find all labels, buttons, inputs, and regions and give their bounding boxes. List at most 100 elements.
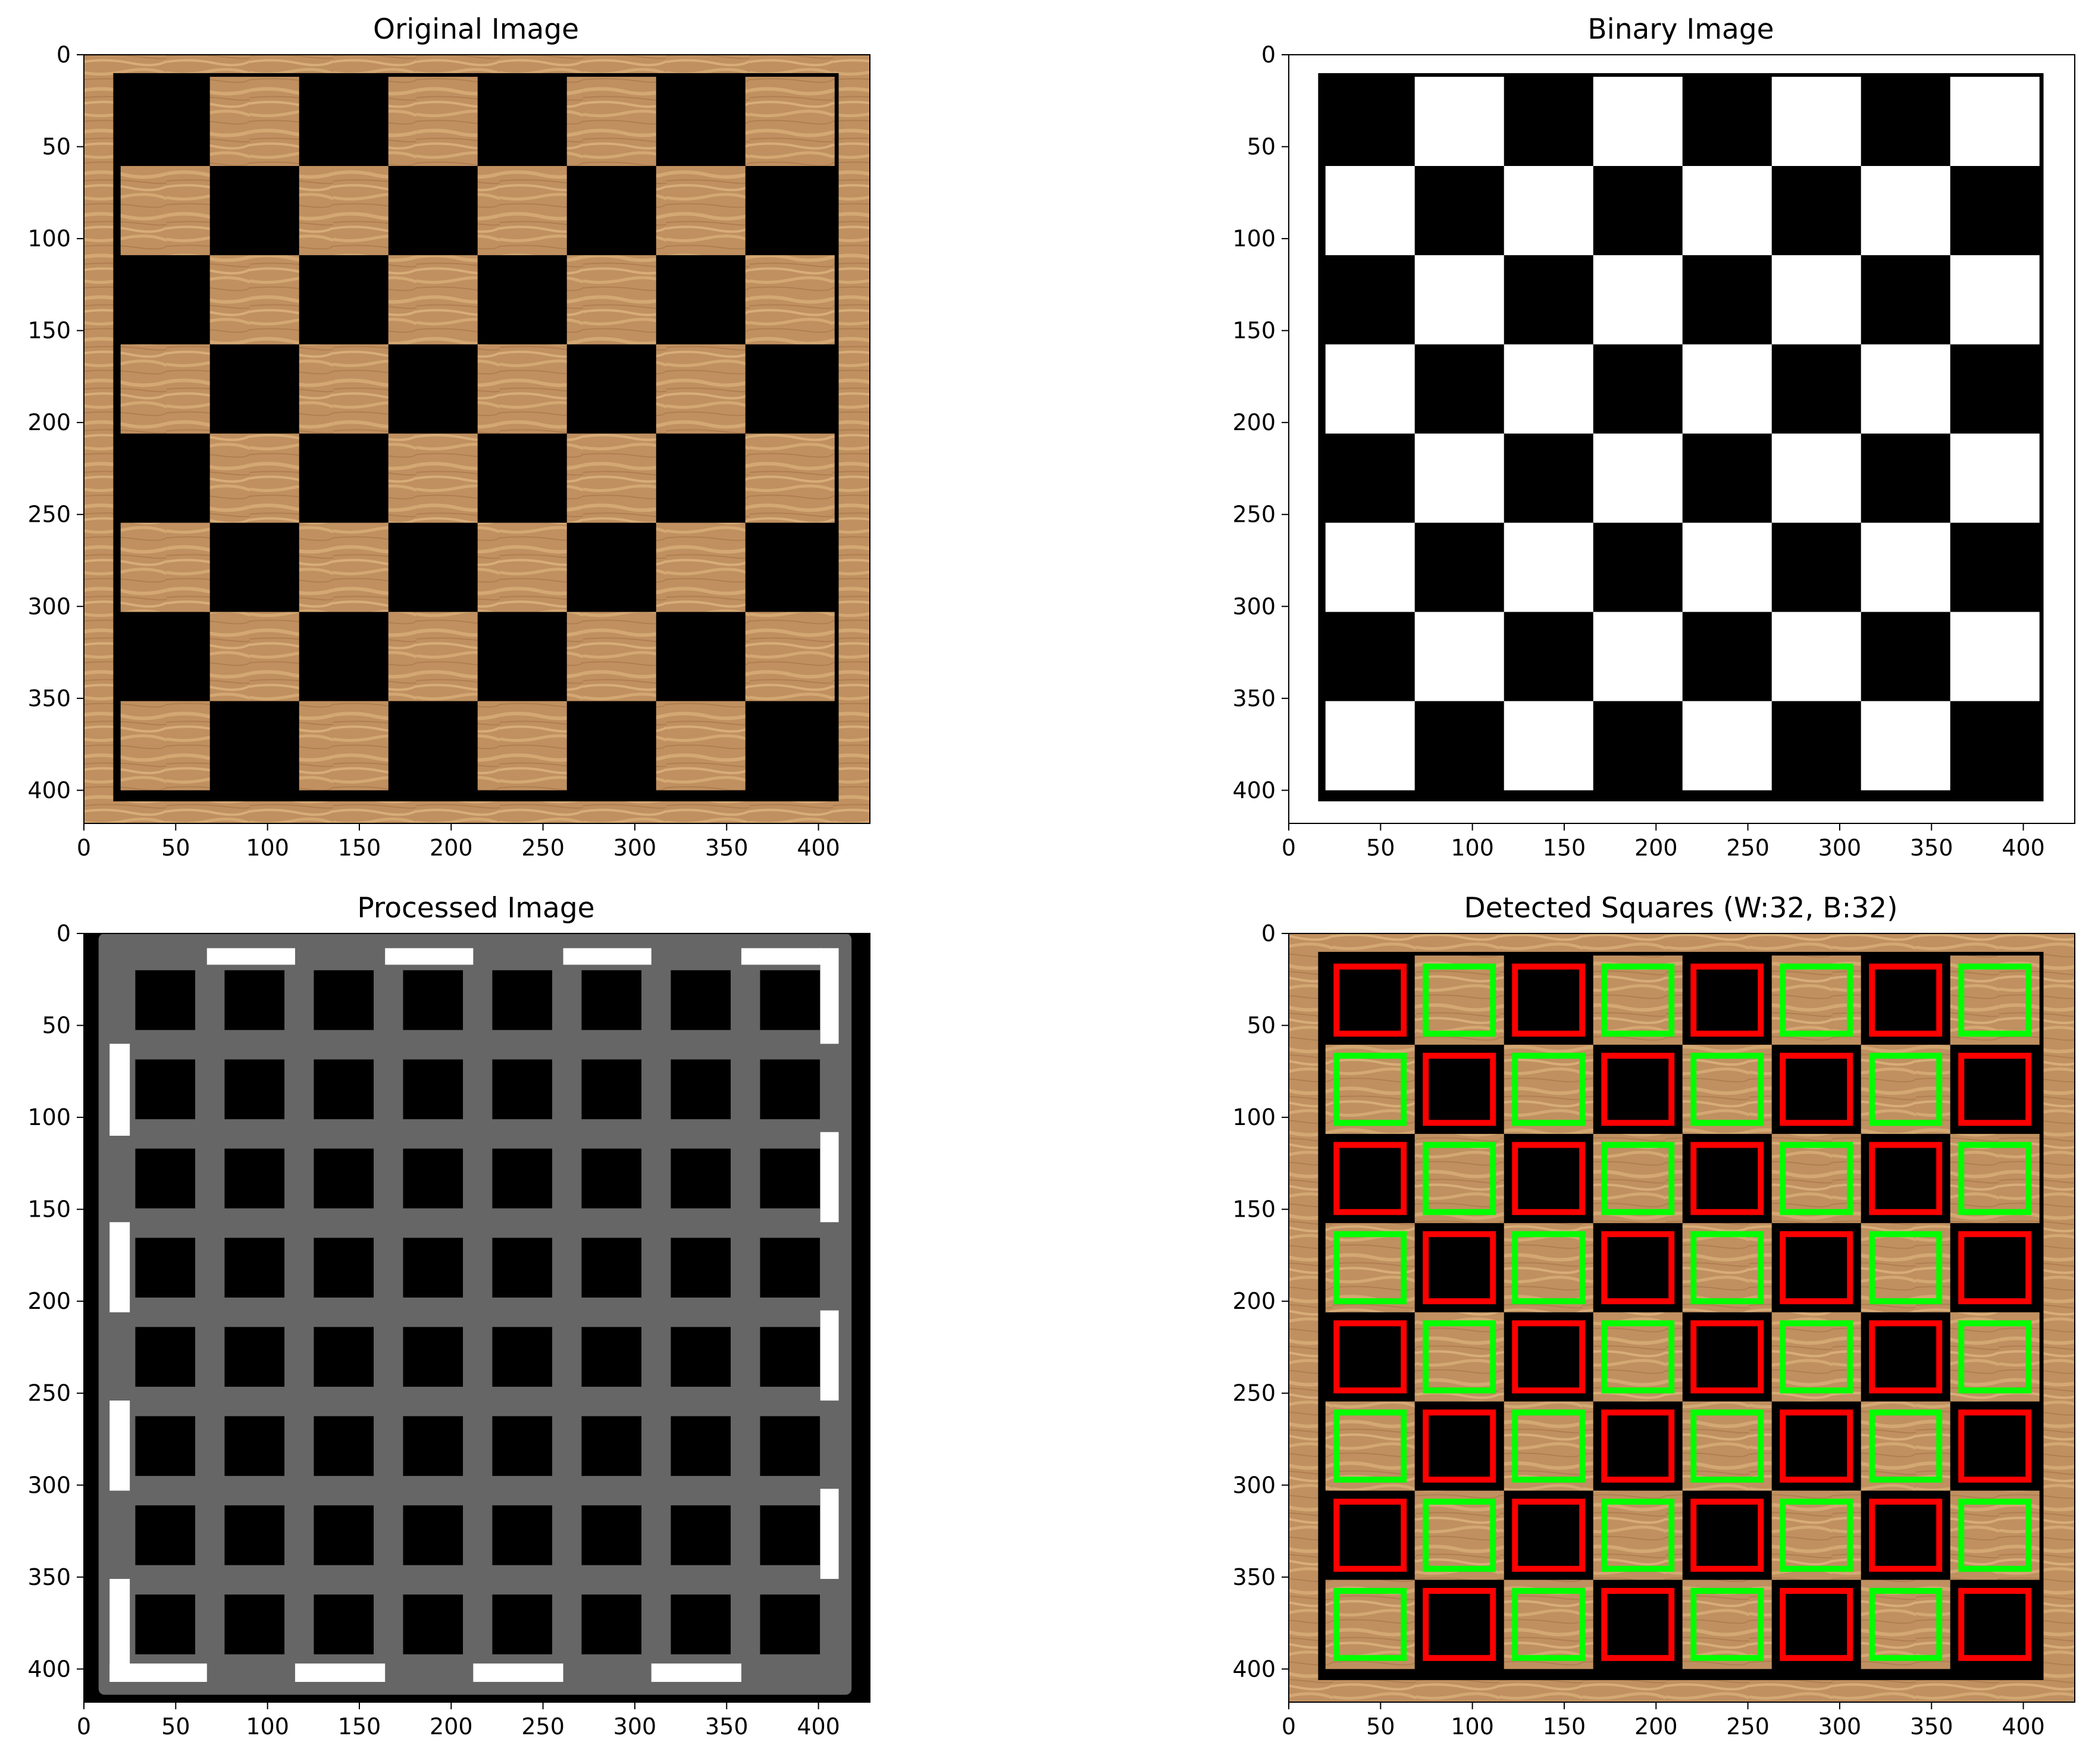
panel-title-original: Original Image [373, 13, 579, 46]
x-tick-label: 250 [521, 835, 565, 861]
black-square-box [1690, 1142, 1764, 1215]
light-square [1950, 1490, 2040, 1580]
white-square [1771, 255, 1861, 344]
black-block [403, 1059, 464, 1120]
white-square-box [1512, 1052, 1586, 1126]
x-tick-label: 200 [430, 1713, 473, 1740]
white-square-box [1869, 1231, 1943, 1305]
y-tick-label: 0 [1261, 920, 1276, 947]
light-square [1771, 1490, 1861, 1580]
y-tick-label: 200 [27, 1288, 71, 1314]
y-tick-label: 300 [1232, 593, 1276, 619]
black-block [403, 1148, 464, 1209]
black-block [760, 1505, 820, 1565]
light-square [656, 522, 746, 612]
y-tick-label: 350 [27, 1564, 71, 1590]
black-square-box [1601, 1409, 1675, 1483]
light-square [1861, 1580, 1950, 1669]
light-square [745, 255, 835, 344]
axes-frame [1288, 54, 2075, 824]
black-block [492, 1327, 553, 1387]
light-square [1325, 1401, 1415, 1491]
white-square [1682, 701, 1772, 791]
plot-area-processed: 0 50 100 150 200 250 300 350 400 0 50 100 150 200 250 3… [27, 920, 870, 1740]
light-square [656, 166, 746, 255]
white-square-box [1958, 1320, 2032, 1394]
axis-ticks: 0 50 100 150 200 250 300 350 400 0 50 100 150 200 250 3… [1232, 920, 2044, 1740]
black-block [314, 1059, 374, 1120]
panel-binary-image: Binary Image 0 50 100 150 200 250 300 350 400 0 50… [1232, 13, 2075, 861]
y-tick-label: 0 [1261, 42, 1276, 68]
light-square [566, 433, 656, 523]
x-tick-label: 150 [1543, 835, 1586, 861]
x-tick-label: 0 [1282, 835, 1296, 861]
white-square-box [1601, 1499, 1675, 1572]
white-square-box [1423, 1142, 1496, 1215]
y-tick-label: 50 [42, 134, 71, 160]
black-block [224, 1505, 285, 1565]
y-tick-label: 350 [27, 685, 71, 712]
white-square-box [1423, 963, 1496, 1037]
white-square [1861, 166, 1950, 255]
black-block [403, 1594, 464, 1655]
black-block [314, 1327, 374, 1387]
white-square-box [1423, 1499, 1496, 1572]
black-block [581, 1059, 642, 1120]
white-square-box [1601, 963, 1675, 1037]
black-square-box [1423, 1231, 1496, 1305]
white-square-box [1690, 1409, 1764, 1483]
y-tick-label: 150 [27, 1196, 71, 1223]
x-tick-label: 400 [2002, 835, 2045, 861]
x-tick-label: 250 [1726, 1713, 1770, 1740]
light-square [388, 612, 478, 701]
black-block [314, 1594, 374, 1655]
white-edge-segment [820, 1132, 839, 1223]
y-tick-label: 100 [27, 225, 71, 252]
light-square [1414, 955, 1504, 1045]
x-tick-label: 200 [1634, 1713, 1678, 1740]
light-square [656, 701, 746, 791]
y-tick-label: 250 [1232, 1380, 1276, 1406]
y-tick-label: 250 [27, 502, 71, 528]
light-square [1950, 955, 2040, 1045]
black-block [135, 1505, 196, 1565]
y-tick-label: 150 [1232, 1196, 1276, 1223]
light-square [388, 77, 478, 166]
black-block [314, 970, 374, 1030]
white-edge-segment [109, 1222, 130, 1312]
black-square-box [1601, 1231, 1675, 1305]
light-square [209, 77, 299, 166]
black-square-box [1869, 963, 1943, 1037]
black-block [760, 970, 820, 1030]
black-block [135, 1594, 196, 1655]
black-block [314, 1505, 374, 1565]
x-tick-label: 100 [1451, 1713, 1494, 1740]
white-square [1682, 166, 1772, 255]
x-tick-label: 50 [1366, 1713, 1395, 1740]
y-tick-label: 200 [1232, 409, 1276, 435]
black-square-box [1958, 1588, 2032, 1661]
light-square [299, 344, 389, 434]
light-square [1325, 1223, 1415, 1312]
axes-frame [83, 933, 870, 1703]
panel-original-image: Original Image 0 50 100 150 200 250 300 350 4000… [27, 13, 870, 861]
y-tick-label: 300 [27, 593, 71, 619]
black-square-box [1423, 1588, 1496, 1661]
white-square-box [1869, 1052, 1943, 1126]
black-square-box [1958, 1409, 2032, 1483]
y-tick-label: 400 [1232, 1656, 1276, 1682]
light-square [1504, 1580, 1593, 1669]
light-square [209, 433, 299, 523]
black-square-box [1333, 963, 1407, 1037]
y-tick-label: 400 [27, 1656, 71, 1682]
white-square-box [1423, 1320, 1496, 1394]
light-square [1325, 1580, 1415, 1669]
black-square-box [1512, 1499, 1586, 1572]
white-square-box [1690, 1588, 1764, 1661]
x-tick-label: 0 [77, 835, 91, 861]
y-tick-label: 50 [42, 1013, 71, 1039]
x-tick-label: 50 [1366, 835, 1395, 861]
black-block [403, 970, 464, 1030]
white-square [1325, 166, 1415, 255]
white-square [1504, 522, 1593, 612]
